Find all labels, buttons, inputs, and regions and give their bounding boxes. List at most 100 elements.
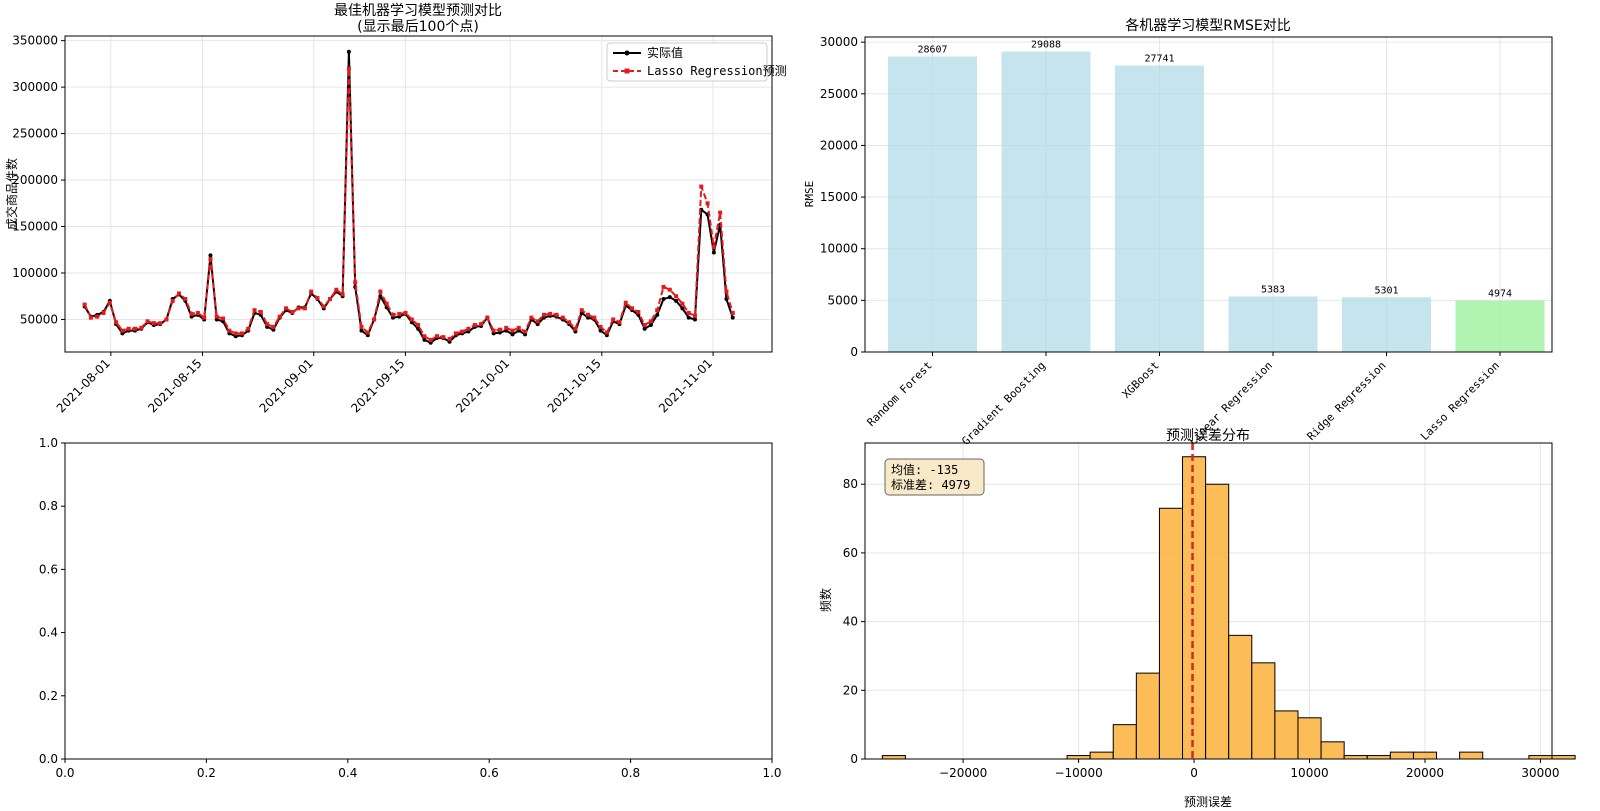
predicted-point [321,304,326,309]
x-tick-label: Ridge Regression [1304,359,1388,443]
predicted-point [221,316,226,321]
histogram-bar [1389,751,1414,760]
histogram-bar [881,755,906,760]
rmse-bar [1115,65,1204,352]
actual-point [422,337,427,342]
rmse-bar-value: 29088 [1031,40,1061,51]
histogram-bar [1089,751,1114,760]
stats-mean: 均值: -135 [891,462,958,477]
actual-point [510,332,515,337]
empty-axes-y-ticks: 0.0 0.2 0.4 0.6 0.8 1.0 [39,436,65,766]
actual-point [674,298,679,303]
predicted-point [170,298,175,303]
predicted-point [164,317,169,322]
x-tick-label: XGBoost [1120,359,1162,401]
y-tick-label: 30000 [820,35,858,49]
x-tick-label: −10000 [1054,766,1102,780]
rmse-chart-title: 各机器学习模型RMSE对比 [1125,18,1291,34]
predicted-point [132,326,137,331]
x-tick-label: 0.0 [55,766,74,780]
predicted-point [101,310,106,315]
rmse-bars: 28607 29088 27741 5383 5301 4974 [888,40,1545,353]
predicted-line [83,68,734,342]
line-chart-title: 最佳机器学习模型预测对比 [334,3,502,19]
rmse-y-ticks: 0 5000 10000 15000 20000 25000 30000 [820,35,865,359]
predicted-point [699,184,704,189]
predicted-point [642,323,647,328]
x-tick-label: 0 [1190,766,1198,780]
predicted-point [346,66,351,71]
predicted-point [661,284,666,289]
x-tick-label: 0.6 [480,766,499,780]
predicted-point [453,331,458,336]
predicted-point [120,328,125,333]
predicted-point [724,289,729,294]
predicted-point [485,315,490,320]
actual-point [648,323,653,328]
predicted-point [592,315,597,320]
rmse-bar [1455,300,1545,352]
y-tick-label: 1.0 [39,436,58,450]
line-chart-x-ticks: 2021-08-01 2021-08-15 2021-09-01 2021-09-15… [54,352,715,415]
predicted-point [548,311,553,316]
line-chart-frame [64,35,773,353]
y-tick-label: 50000 [20,312,58,326]
x-tick-label: 30000 [1521,766,1559,780]
histogram-stats-box: 均值: -135 标准差: 4979 [884,458,985,496]
x-tick-label: −20000 [939,766,987,780]
predicted-point [397,311,402,316]
predicted-point [252,308,257,313]
y-tick-label: 100000 [12,266,58,280]
rmse-bar-chart-panel: 28607 29088 27741 5383 5301 4974 0 5000 10000 15… [803,18,1553,448]
histogram-bar [1205,483,1230,760]
actual-point [359,328,364,333]
predicted-point [686,310,691,315]
predicted-point [630,306,635,311]
x-tick-label: 2021-08-15 [145,356,204,415]
rmse-bar-value: 28607 [917,45,947,56]
legend-actual-label: 实际值 [647,45,683,60]
histogram-title: 预测误差分布 [1166,428,1250,444]
y-tick-label: 60 [843,546,858,560]
histogram-bar [1182,456,1207,760]
y-tick-label: 80 [843,477,858,491]
histogram-bar [1459,751,1484,760]
stats-std: 标准差: 4979 [891,478,970,492]
empty-axes-x-ticks: 0.0 0.2 0.4 0.6 0.8 1.0 [55,759,782,780]
predicted-point [466,326,471,331]
histogram-bar [1158,507,1184,760]
line-chart-series [82,49,735,345]
rmse-bar [1001,51,1091,353]
predicted-point [384,301,389,306]
predicted-point [460,329,465,334]
x-tick-label: Lasso Regression [1418,359,1502,443]
histogram-bar [1366,755,1391,760]
predicted-point [271,324,276,329]
predicted-point [541,312,546,317]
predicted-point [409,317,414,322]
predicted-point [623,300,628,305]
predicted-point [479,322,484,327]
predicted-point [328,297,333,302]
predicted-point [290,310,295,315]
predicted-point [139,325,144,330]
x-tick-label: Random Forest [865,359,935,429]
y-tick-label: 300000 [12,80,58,94]
y-tick-label: 0.8 [39,499,58,513]
predicted-point [88,315,93,320]
actual-point [416,326,421,331]
rmse-bar-value: 4974 [1488,289,1512,300]
histogram-y-axis-label: 频数 [818,588,833,612]
predicted-point [711,244,716,249]
predicted-point [428,337,433,342]
x-tick-label: 2021-10-01 [453,356,512,415]
y-tick-label: 250000 [12,127,58,141]
histogram-x-ticks: −20000 −10000 0 10000 20000 30000 [939,759,1560,780]
error-histogram-panel: 0 20 40 60 80 −20000 −10000 0 10000 20000 30000 预… [818,428,1576,809]
histogram-bar [1551,755,1576,760]
legend-predicted-marker [624,68,630,74]
predicted-point [491,328,496,333]
predicted-point [233,331,238,336]
histogram-bars [881,456,1576,760]
predicted-point [107,300,112,305]
